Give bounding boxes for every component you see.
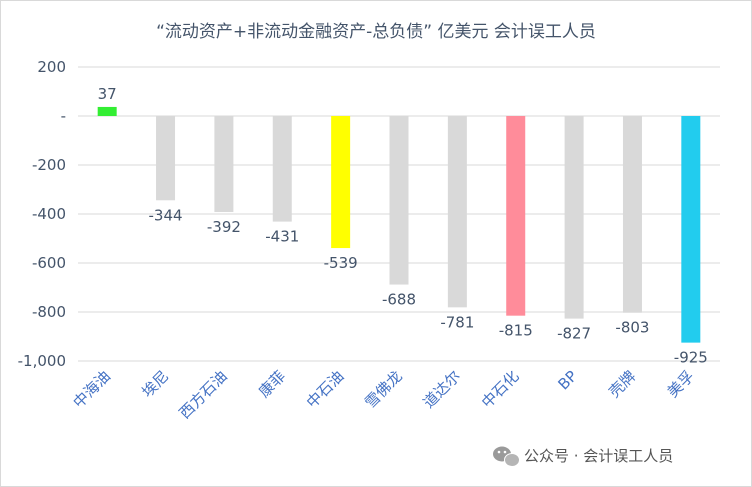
bar (564, 116, 584, 319)
category-label: 中石油 (303, 367, 348, 412)
data-labels: 37 -344 -392 -431 -539 -688 -781 -815 -827 -803 -9… (98, 85, 708, 367)
wechat-icon (493, 446, 520, 467)
y-tick-label: 200 (37, 58, 66, 76)
category-label: 美孚 (664, 367, 698, 401)
watermark-text: 公众号 · 会计误工人员 (524, 447, 673, 465)
bar (331, 116, 351, 249)
data-label: 37 (98, 85, 117, 103)
category-label: BP (555, 367, 581, 393)
bar (214, 116, 234, 213)
category-label: 埃尼 (138, 367, 172, 401)
y-tick-label: -800 (32, 303, 66, 321)
y-tick-label: - (61, 107, 66, 125)
bar (681, 116, 701, 343)
category-label: 康菲 (255, 367, 289, 401)
bar (622, 116, 642, 313)
bar (97, 106, 117, 116)
bar (389, 116, 409, 285)
category-label: 壳牌 (605, 367, 639, 401)
bar (156, 116, 176, 201)
y-tick-label: -200 (32, 156, 66, 174)
data-label: -827 (557, 325, 591, 343)
data-label: -392 (207, 218, 241, 236)
data-label: -781 (440, 313, 474, 331)
data-label: -688 (382, 291, 416, 309)
data-label: -539 (324, 254, 358, 272)
bars (97, 106, 701, 343)
category-label: 中石化 (478, 367, 523, 412)
category-label: 西方石油 (176, 367, 231, 422)
data-label: -431 (265, 228, 299, 246)
watermark: 公众号 · 会计误工人员 (493, 446, 673, 467)
bar (506, 116, 526, 316)
bar (447, 116, 467, 308)
y-tick-label: -400 (32, 205, 66, 223)
category-label: 雪佛龙 (361, 367, 406, 412)
category-label: 中海油 (69, 367, 114, 412)
chart-title: “流动资产+非流动金融资产-总负债” 亿美元 会计误工人员 (156, 22, 596, 42)
bar (272, 116, 292, 222)
data-label: -803 (615, 319, 649, 337)
category-label: 道达尔 (420, 367, 465, 412)
y-tick-label: -600 (32, 254, 66, 272)
data-label: -815 (499, 322, 533, 340)
category-labels: 中海油 埃尼 西方石油 康菲 中石油 雪佛龙 道达尔 中石化 BP 壳牌 美孚 (69, 367, 697, 422)
data-label: -925 (674, 349, 708, 367)
y-tick-label: -1,000 (18, 352, 66, 370)
data-label: -344 (149, 206, 183, 224)
y-axis-tick-labels: 200 - -200 -400 -600 -800 -1,000 (18, 58, 66, 370)
